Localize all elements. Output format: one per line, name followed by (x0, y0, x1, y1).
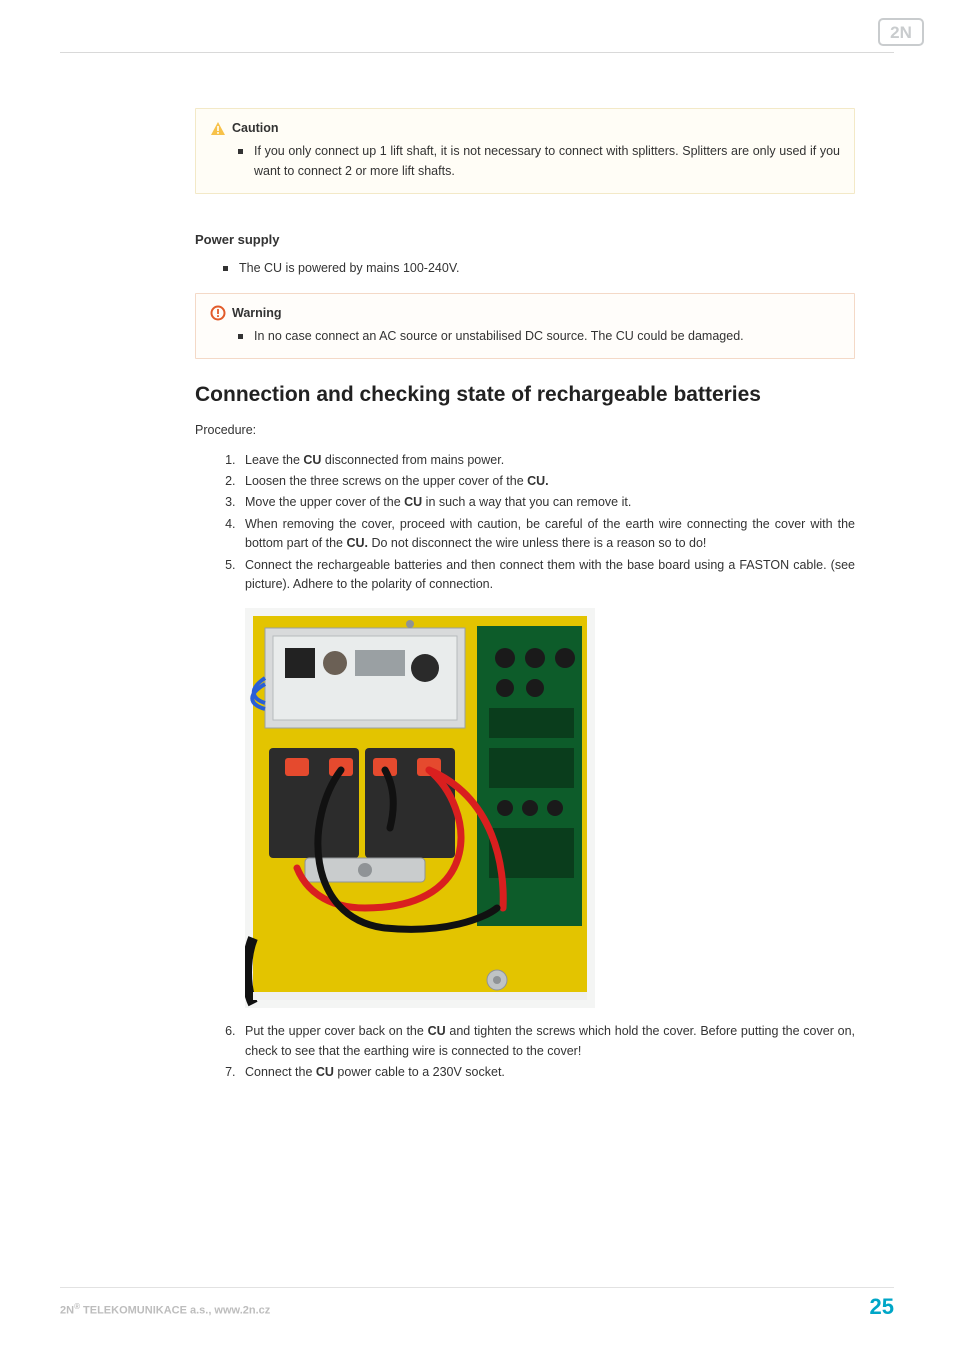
step-5: Connect the rechargeable batteries and t… (239, 556, 855, 1009)
warning-title: Warning (232, 304, 282, 323)
board-photo (245, 608, 595, 1008)
footer-brand: 2N (60, 1305, 74, 1317)
caution-icon (210, 121, 226, 137)
caution-title: Caution (232, 119, 279, 138)
step-4: When removing the cover, proceed with ca… (239, 515, 855, 554)
warning-title-row: Warning (210, 304, 840, 323)
brand-logo: 2N (878, 18, 924, 46)
warning-callout: Warning In no case connect an AC source … (195, 293, 855, 360)
footer-rule (60, 1287, 894, 1288)
step-1: Leave the CU disconnected from mains pow… (239, 451, 855, 470)
power-supply-item: The CU is powered by mains 100-240V. (223, 259, 855, 278)
caution-item: If you only connect up 1 lift shaft, it … (238, 142, 840, 181)
procedure-list: Leave the CU disconnected from mains pow… (195, 451, 855, 1083)
caution-title-row: Caution (210, 119, 840, 138)
step-2: Loosen the three screws on the upper cov… (239, 472, 855, 491)
step-7: Connect the CU power cable to a 230V soc… (239, 1063, 855, 1082)
section-heading: Connection and checking state of recharg… (195, 383, 855, 407)
power-supply-heading: Power supply (195, 232, 855, 247)
power-supply-list: The CU is powered by mains 100-240V. (223, 259, 855, 278)
footer-company: TELEKOMUNIKACE a.s., www.2n.cz (80, 1305, 270, 1317)
caution-list: If you only connect up 1 lift shaft, it … (238, 142, 840, 181)
step-3: Move the upper cover of the CU in such a… (239, 493, 855, 512)
caution-callout: Caution If you only connect up 1 lift sh… (195, 108, 855, 194)
page-number: 25 (870, 1294, 894, 1320)
warning-list: In no case connect an AC source or unsta… (238, 327, 840, 346)
warning-icon (210, 305, 226, 321)
footer-left: 2N® TELEKOMUNIKACE a.s., www.2n.cz (60, 1302, 270, 1317)
warning-item: In no case connect an AC source or unsta… (238, 327, 840, 346)
header-rule (60, 52, 894, 53)
content-column: Caution If you only connect up 1 lift sh… (195, 108, 855, 1084)
logo-text: 2N (890, 23, 912, 42)
footer-row: 2N® TELEKOMUNIKACE a.s., www.2n.cz 25 (60, 1294, 894, 1320)
page: 2N Caution If you only connect up 1 lift… (0, 0, 954, 1350)
page-footer: 2N® TELEKOMUNIKACE a.s., www.2n.cz 25 (60, 1287, 894, 1320)
procedure-intro: Procedure: (195, 421, 855, 440)
step-6: Put the upper cover back on the CU and t… (239, 1022, 855, 1061)
